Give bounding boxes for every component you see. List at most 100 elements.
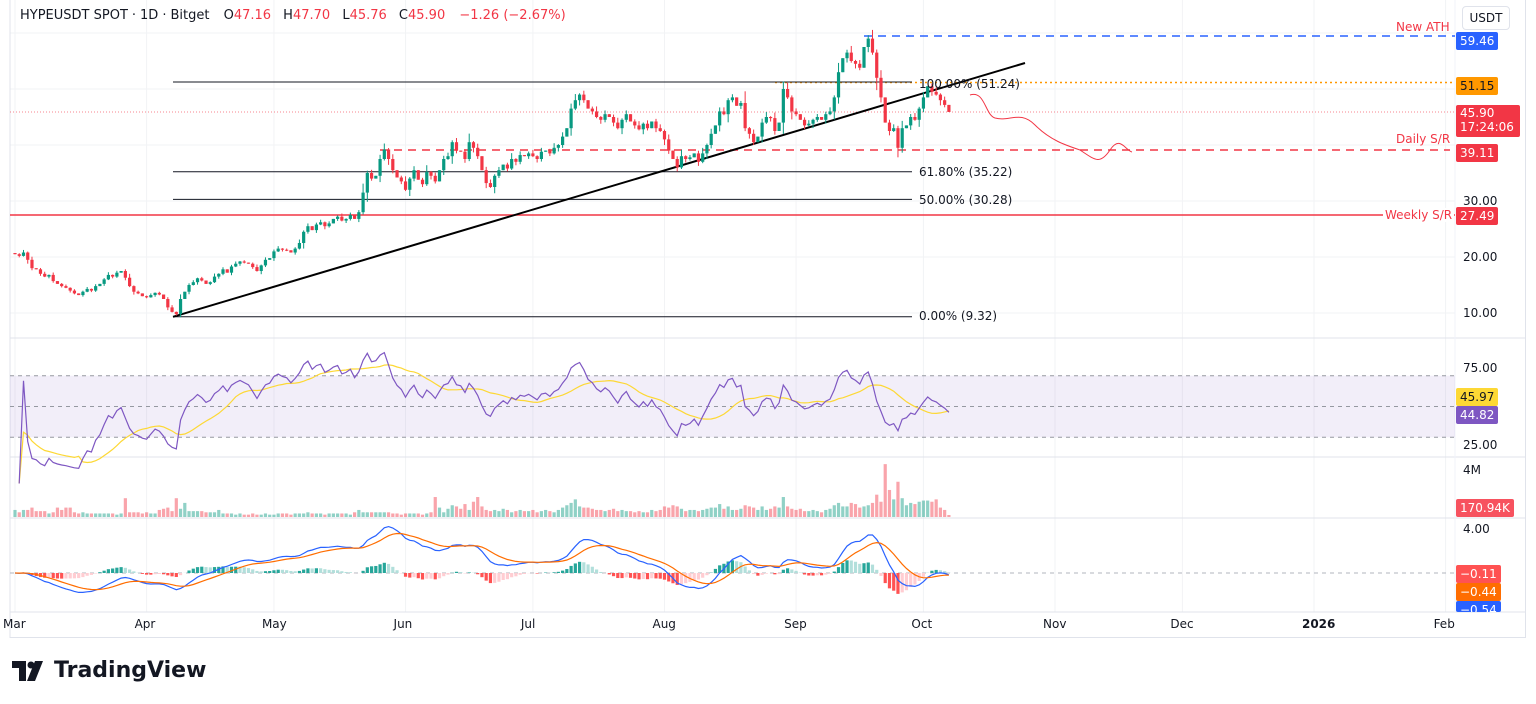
- time-axis-label: Mar: [3, 617, 26, 631]
- candle-body: [280, 248, 285, 250]
- macd-histogram-bar: [476, 573, 480, 575]
- candle-body: [446, 156, 450, 159]
- volume-bar: [336, 513, 340, 517]
- candle-body: [845, 52, 849, 59]
- volume-bar: [246, 514, 251, 517]
- candle-body: [327, 223, 331, 227]
- volume-bar: [573, 499, 577, 517]
- macd-histogram-bar: [658, 573, 662, 579]
- macd-histogram-bar: [764, 573, 768, 574]
- candle-body: [416, 170, 420, 180]
- macd-histogram-bar: [408, 573, 412, 578]
- candle-body: [119, 271, 123, 273]
- volume-bar: [408, 513, 412, 517]
- volume-bar: [875, 494, 879, 517]
- volume-bar: [569, 502, 573, 517]
- macd-histogram-bar: [845, 560, 849, 573]
- macd-line: [14, 525, 950, 593]
- volume-bar: [781, 497, 785, 517]
- candle-body: [178, 299, 183, 315]
- macd-histogram-bar: [819, 573, 824, 576]
- volume-bar: [739, 508, 743, 517]
- candle-body: [471, 142, 476, 148]
- volume-bar: [94, 513, 98, 517]
- volume-bar: [701, 509, 705, 517]
- macd-line-label: −0.54: [1456, 601, 1501, 612]
- macd-histogram-bar: [849, 560, 853, 573]
- macd-histogram-bar: [242, 567, 246, 573]
- candle-body: [38, 269, 43, 274]
- macd-histogram-bar: [306, 568, 310, 573]
- candle-body: [654, 121, 658, 129]
- ohlc-open: 47.16: [233, 8, 272, 23]
- fib-label-0: 0.00% (9.32): [919, 309, 998, 323]
- macd-histogram-bar: [628, 573, 633, 578]
- volume-bar: [365, 512, 369, 517]
- candle-body: [480, 156, 484, 171]
- candle-body: [285, 249, 289, 251]
- candle-body: [429, 171, 433, 176]
- candle-body: [454, 142, 459, 151]
- volume-bar: [149, 513, 153, 517]
- tradingview-logo[interactable]: TradingView: [12, 658, 206, 683]
- candle-body: [72, 290, 77, 294]
- candle-body: [722, 111, 726, 115]
- candle-body: [51, 274, 55, 282]
- candle-body: [841, 58, 845, 73]
- interval[interactable]: 1D: [140, 8, 159, 23]
- macd-histogram-bar: [883, 573, 887, 584]
- macd-histogram-bar: [297, 570, 302, 573]
- candle-body: [773, 118, 777, 131]
- currency-button[interactable]: USDT: [1462, 6, 1510, 30]
- volume-bar: [140, 513, 144, 517]
- macd-hist-label: −0.11: [1456, 565, 1501, 583]
- volume-bar: [620, 509, 624, 517]
- macd-histogram-bar: [921, 573, 926, 577]
- candle-body: [488, 183, 493, 187]
- candle-body: [798, 114, 802, 120]
- macd-histogram-bar: [692, 573, 696, 581]
- volume-bar: [217, 509, 221, 517]
- macd-histogram-bar: [662, 573, 667, 580]
- macd-histogram-bar: [667, 573, 671, 582]
- volume-bar: [841, 506, 845, 517]
- macd-histogram-bar: [272, 570, 276, 573]
- volume-bar: [836, 502, 841, 517]
- volume-bar: [552, 512, 556, 517]
- macd-histogram-bar: [739, 562, 743, 573]
- macd-histogram-bar: [709, 572, 713, 573]
- volume-bar: [208, 512, 212, 517]
- macd-histogram-bar: [735, 561, 739, 573]
- macd-histogram-bar: [153, 573, 157, 575]
- chart-canvas[interactable]: [0, 0, 1536, 640]
- candle-body: [386, 149, 391, 159]
- macd-histogram-bar: [420, 573, 425, 580]
- volume-bar: [896, 481, 900, 517]
- volume-bar: [102, 513, 106, 517]
- candle-body: [314, 224, 318, 231]
- macd-histogram-bar: [280, 569, 285, 573]
- volume-bar: [790, 508, 794, 517]
- candle-body: [892, 128, 896, 131]
- symbol-name[interactable]: HYPEUSDT SPOT: [20, 8, 128, 23]
- macd-histogram-bar: [327, 569, 331, 573]
- macd-histogram-bar: [493, 573, 497, 583]
- candle-body: [896, 128, 900, 148]
- candle-body: [934, 91, 938, 95]
- candle-body: [836, 72, 841, 98]
- macd-histogram-bar: [437, 573, 442, 579]
- macd-histogram-bar: [556, 571, 560, 573]
- macd-histogram-bar: [569, 565, 573, 573]
- candle-body: [238, 261, 242, 264]
- time-axis-label: Apr: [134, 617, 156, 631]
- volume-bar: [437, 507, 442, 517]
- macd-histogram-bar: [756, 573, 760, 576]
- volume-bar: [909, 502, 913, 517]
- candle-body: [391, 159, 395, 171]
- macd-histogram-bar: [781, 569, 785, 573]
- candle-body: [573, 100, 577, 109]
- candle-body: [819, 117, 824, 120]
- volume-bar: [590, 508, 594, 517]
- volume-bar: [297, 513, 302, 517]
- candle-body: [866, 38, 870, 47]
